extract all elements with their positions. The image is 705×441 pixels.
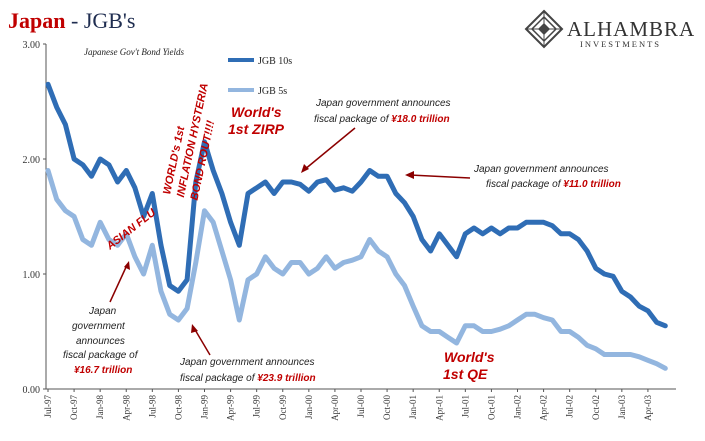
- x-tick-label: Jan-99: [200, 395, 210, 419]
- qe-line1: World's: [444, 349, 495, 365]
- x-tick-label: Apr-98: [121, 395, 131, 421]
- x-tick-label: Jul-01: [460, 395, 470, 418]
- x-tick-labels: Jul-97 Oct-97 Jan-98 Apr-98 Jul-98 Oct-98 Jan-…: [43, 389, 653, 421]
- x-tick-label: Jul-97: [43, 395, 53, 418]
- x-tick-label: Oct-99: [278, 395, 288, 420]
- chart-title: Japan - JGB's: [8, 8, 135, 33]
- series-layer: [45, 81, 668, 371]
- fp239-arrowhead: [191, 324, 198, 333]
- x-tick-label: Oct-98: [173, 395, 183, 420]
- x-tick-label: Oct-97: [69, 395, 79, 420]
- logo-diamond-icon: [524, 9, 564, 49]
- series-line-jgb-10s: [45, 81, 668, 329]
- series-line-jgb-5s: [45, 168, 668, 371]
- fp11-line2: fiscal package of ¥11.0 trillion: [486, 179, 621, 190]
- fp167-line3: announces: [76, 336, 125, 347]
- fp11-arrowhead: [405, 171, 414, 179]
- logo-name: ALHAMBRA: [567, 17, 695, 41]
- x-tick-label: Jul-00: [356, 395, 366, 418]
- x-tick-label: Jul-99: [252, 395, 262, 418]
- title-sub: JGB's: [84, 8, 136, 33]
- alhambra-logo: ALHAMBRA INVESTMENTS: [524, 9, 695, 49]
- x-tick-label: Oct-00: [382, 395, 392, 420]
- fp167-arrowhead: [124, 261, 130, 270]
- x-tick-label: Apr-01: [434, 395, 444, 421]
- x-tick-label: Oct-02: [591, 395, 601, 420]
- fp18-arrow: [303, 127, 356, 171]
- legend-label-5s: JGB 5s: [258, 86, 287, 97]
- zirp-line2: 1st ZIRP: [228, 121, 285, 137]
- fp167-line1: Japan: [88, 306, 117, 317]
- fp18-arrowhead: [301, 164, 309, 173]
- x-tick-label: Oct-01: [486, 395, 496, 420]
- legend-label-10s: JGB 10s: [258, 56, 292, 67]
- fp11-line1: Japan government announces: [473, 164, 609, 175]
- fp18-line1: Japan government announces: [315, 98, 451, 109]
- fp167-arrow: [109, 264, 128, 303]
- x-tick-label: Jul-98: [147, 395, 157, 418]
- fp167-amount: ¥16.7 trillion: [74, 365, 132, 376]
- x-tick-label: Apr-00: [330, 395, 340, 421]
- y-tick-label: 2.00: [23, 155, 41, 166]
- fp167-line2: government: [72, 321, 126, 332]
- y-tick-label: 3.00: [23, 40, 41, 51]
- logo-tagline: INVESTMENTS: [580, 39, 661, 49]
- qe-line2: 1st QE: [443, 366, 488, 382]
- y-tick-labels: 0.00 1.00 2.00 3.00: [23, 40, 46, 396]
- fp18-line2: fiscal package of ¥18.0 trillion: [314, 114, 450, 125]
- y-tick-label: 0.00: [23, 385, 41, 396]
- y-tick-label: 1.00: [23, 270, 41, 281]
- legend: JGB 10s JGB 5s: [228, 56, 292, 97]
- fp11-arrow: [409, 174, 471, 179]
- x-tick-label: Apr-03: [643, 395, 653, 421]
- fp239-arrow: [193, 327, 211, 356]
- x-tick-label: Jan-02: [513, 395, 523, 419]
- x-tick-label: Jan-01: [408, 395, 418, 419]
- x-tick-label: Jan-00: [304, 395, 314, 419]
- fp239-line1: Japan government announces: [179, 357, 315, 368]
- x-tick-label: Jan-03: [617, 395, 627, 419]
- x-tick-label: Jan-98: [95, 395, 105, 419]
- title-main: Japan: [8, 8, 65, 33]
- annotation-inflation: WORLD's 1st INFLATION HYSTERIA BOND ROUT…: [161, 82, 217, 201]
- title-sep: -: [65, 8, 83, 33]
- x-tick-label: Apr-02: [539, 395, 549, 421]
- zirp-line1: World's: [231, 104, 282, 120]
- x-tick-label: Jul-02: [565, 395, 575, 418]
- chart-subtitle: Japanese Gov't Bond Yields: [84, 47, 184, 57]
- x-tick-label: Apr-99: [226, 395, 236, 421]
- fp239-line2: fiscal package of ¥23.9 trillion: [180, 373, 316, 384]
- fp167-line4: fiscal package of: [63, 350, 139, 361]
